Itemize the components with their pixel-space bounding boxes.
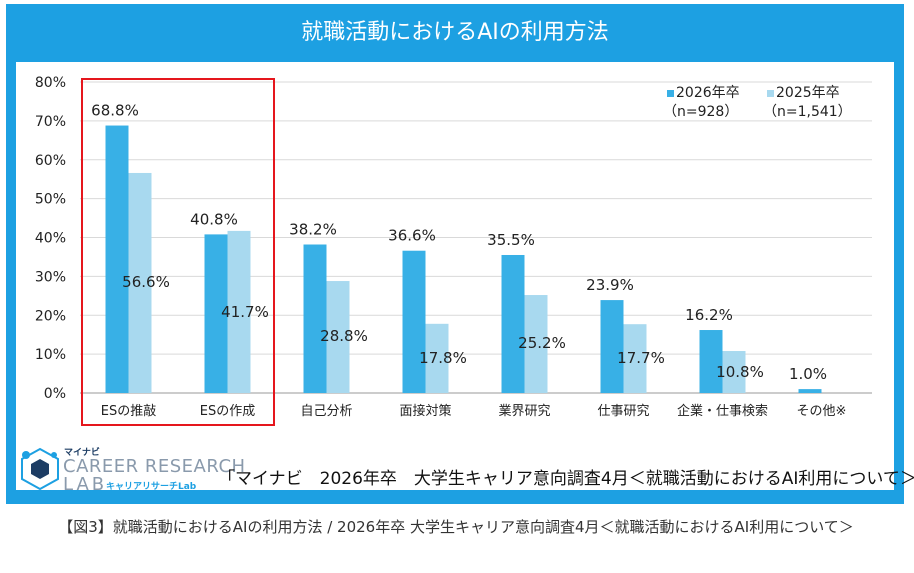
y-tick-label: 40% [35,231,66,247]
figure-caption: 【図3】就職活動におけるAIの利用方法 / 2026年卒 大学生キャリア意向調査… [58,518,854,536]
y-tick-label: 60% [35,153,66,169]
logo-line1: CAREER RESEARCH [63,456,246,477]
bar-2025-4 [524,295,548,393]
legend-swatch-2026 [667,89,674,97]
x-category-label: ESの作成 [200,404,255,419]
data-label-2026: 35.5% [487,231,535,249]
data-label-2026: 38.2% [289,220,337,238]
y-tick-label: 50% [35,192,66,208]
x-category-label: ESの推敲 [101,403,156,419]
legend-item-2026: 2026年卒 [667,82,740,102]
y-tick-label: 80% [35,75,66,91]
chart-title: 就職活動におけるAIの利用方法 [301,20,609,45]
x-category-label: 自己分析 [300,404,352,419]
x-category-label: 仕事研究 [597,404,649,419]
data-label-2025: 17.7% [617,349,665,367]
bar-2026-4 [501,254,525,393]
data-label-2025: 28.8% [320,327,368,345]
bar-2026-6 [699,330,723,393]
data-label-2026: 1.0% [789,365,827,383]
legend-label-2025: 2025年卒 [776,85,840,101]
legend-n-2025: （n=1,541） [763,104,852,120]
x-category-label: 業界研究 [498,403,550,419]
y-tick-label: 0% [44,386,66,402]
source-note: 「マイナビ 2026年卒 大学生キャリア意向調査4月＜就職活動におけるAI利用に… [218,469,914,489]
x-category-label: 企業・仕事検索 [677,403,768,419]
bar-2026-3 [402,250,426,393]
logo-jp: キャリアリサーチLab [106,482,197,492]
legend-swatch-2025 [767,89,774,97]
data-label-2026: 40.8% [190,210,238,228]
logo-brand-small: マイナビ [64,448,100,458]
data-label-2025: 25.2% [518,334,566,352]
legend-item-2025: 2025年卒 [767,82,840,102]
data-label-2025: 41.7% [221,303,269,321]
bar-2025-1 [227,230,251,393]
data-label-2025: 10.8% [716,363,764,381]
data-label-2025: 56.6% [122,273,170,291]
bar-2025-6 [722,351,746,393]
bar-2026-1 [204,234,228,393]
y-tick-label: 20% [35,308,66,324]
legend-n-2026: （n=928） [663,104,739,120]
logo-line2: LAB [63,474,108,495]
bar-2025-5 [623,324,647,393]
x-category-label: 面接対策 [399,403,451,419]
bar-2025-2 [326,281,350,393]
bar-2025-0 [128,172,152,393]
bar-2026-2 [303,244,327,393]
bar-2026-7 [798,389,822,393]
bar-2025-3 [425,323,449,393]
y-tick-label: 10% [35,347,66,363]
data-label-2025: 17.8% [419,349,467,367]
y-tick-label: 70% [35,114,66,130]
highlight-box [81,78,275,426]
data-label-2026: 23.9% [586,276,634,294]
bar-2026-5 [600,300,624,393]
data-label-2026: 36.6% [388,227,436,245]
y-tick-label: 30% [35,269,66,285]
data-label-2026: 68.8% [91,102,139,120]
x-category-label: その他※ [797,404,847,419]
data-label-2026: 16.2% [685,306,733,324]
legend-label-2026: 2026年卒 [676,85,740,101]
bar-2026-0 [105,125,129,393]
career-research-lab-logo-icon [21,447,59,490]
